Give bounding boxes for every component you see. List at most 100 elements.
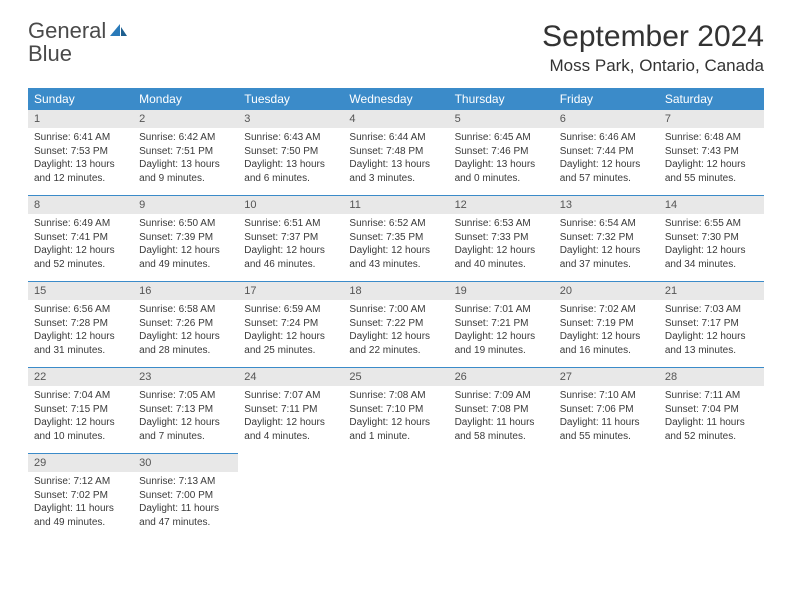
daylight-text: Daylight: 12 hours: [139, 416, 232, 430]
daylight-text: Daylight: 12 hours: [244, 330, 337, 344]
day-number: 11: [343, 196, 448, 215]
sunset-text: Sunset: 7:50 PM: [244, 145, 337, 159]
sunset-text: Sunset: 7:30 PM: [665, 231, 758, 245]
sunrise-text: Sunrise: 6:48 AM: [665, 131, 758, 145]
sunrise-text: Sunrise: 6:49 AM: [34, 217, 127, 231]
day-number-row: 1234567: [28, 110, 764, 128]
day-number: 17: [238, 282, 343, 301]
sunrise-text: Sunrise: 7:01 AM: [455, 303, 548, 317]
daylight-text: and 40 minutes.: [455, 258, 548, 272]
sunset-text: Sunset: 7:53 PM: [34, 145, 127, 159]
day-header: Friday: [554, 88, 659, 110]
day-detail-row: Sunrise: 6:49 AMSunset: 7:41 PMDaylight:…: [28, 214, 764, 282]
day-number: 13: [554, 196, 659, 215]
day-detail: Sunrise: 6:46 AMSunset: 7:44 PMDaylight:…: [554, 128, 659, 196]
day-detail: Sunrise: 6:49 AMSunset: 7:41 PMDaylight:…: [28, 214, 133, 282]
sunrise-text: Sunrise: 6:58 AM: [139, 303, 232, 317]
daylight-text: Daylight: 11 hours: [560, 416, 653, 430]
day-number: 12: [449, 196, 554, 215]
sunrise-text: Sunrise: 6:55 AM: [665, 217, 758, 231]
sunrise-text: Sunrise: 6:51 AM: [244, 217, 337, 231]
daylight-text: and 55 minutes.: [560, 430, 653, 444]
day-number: [449, 454, 554, 473]
daylight-text: Daylight: 13 hours: [455, 158, 548, 172]
daylight-text: Daylight: 12 hours: [349, 416, 442, 430]
day-number: 25: [343, 368, 448, 387]
day-detail: [343, 472, 448, 539]
sunrise-text: Sunrise: 7:00 AM: [349, 303, 442, 317]
day-number: 10: [238, 196, 343, 215]
location: Moss Park, Ontario, Canada: [542, 56, 764, 76]
daylight-text: Daylight: 12 hours: [139, 330, 232, 344]
sunset-text: Sunset: 7:39 PM: [139, 231, 232, 245]
day-number: 4: [343, 110, 448, 128]
daylight-text: Daylight: 12 hours: [34, 330, 127, 344]
day-number: 5: [449, 110, 554, 128]
sunset-text: Sunset: 7:44 PM: [560, 145, 653, 159]
sunrise-text: Sunrise: 6:56 AM: [34, 303, 127, 317]
daylight-text: and 3 minutes.: [349, 172, 442, 186]
day-number: 28: [659, 368, 764, 387]
sunset-text: Sunset: 7:11 PM: [244, 403, 337, 417]
daylight-text: and 46 minutes.: [244, 258, 337, 272]
day-number-row: 2930: [28, 454, 764, 473]
day-number-row: 22232425262728: [28, 368, 764, 387]
day-detail: Sunrise: 7:05 AMSunset: 7:13 PMDaylight:…: [133, 386, 238, 454]
day-detail: Sunrise: 6:52 AMSunset: 7:35 PMDaylight:…: [343, 214, 448, 282]
day-number: 16: [133, 282, 238, 301]
day-header: Thursday: [449, 88, 554, 110]
daylight-text: Daylight: 12 hours: [244, 416, 337, 430]
sunset-text: Sunset: 7:15 PM: [34, 403, 127, 417]
sunrise-text: Sunrise: 6:41 AM: [34, 131, 127, 145]
day-detail: Sunrise: 6:55 AMSunset: 7:30 PMDaylight:…: [659, 214, 764, 282]
day-header: Wednesday: [343, 88, 448, 110]
daylight-text: Daylight: 13 hours: [349, 158, 442, 172]
day-detail: Sunrise: 6:58 AMSunset: 7:26 PMDaylight:…: [133, 300, 238, 368]
sunset-text: Sunset: 7:33 PM: [455, 231, 548, 245]
sunset-text: Sunset: 7:41 PM: [34, 231, 127, 245]
daylight-text: and 28 minutes.: [139, 344, 232, 358]
day-number: 6: [554, 110, 659, 128]
header: General Blue September 2024 Moss Park, O…: [28, 20, 764, 76]
daylight-text: Daylight: 13 hours: [139, 158, 232, 172]
daylight-text: Daylight: 12 hours: [665, 330, 758, 344]
day-detail: [238, 472, 343, 539]
day-detail: Sunrise: 6:41 AMSunset: 7:53 PMDaylight:…: [28, 128, 133, 196]
day-number: 1: [28, 110, 133, 128]
day-detail: Sunrise: 7:03 AMSunset: 7:17 PMDaylight:…: [659, 300, 764, 368]
sunset-text: Sunset: 7:02 PM: [34, 489, 127, 503]
sunrise-text: Sunrise: 7:11 AM: [665, 389, 758, 403]
daylight-text: and 49 minutes.: [34, 516, 127, 530]
daylight-text: Daylight: 11 hours: [665, 416, 758, 430]
daylight-text: Daylight: 11 hours: [34, 502, 127, 516]
day-header: Saturday: [659, 88, 764, 110]
sunrise-text: Sunrise: 6:44 AM: [349, 131, 442, 145]
daylight-text: and 12 minutes.: [34, 172, 127, 186]
daylight-text: Daylight: 12 hours: [560, 158, 653, 172]
day-header-row: Sunday Monday Tuesday Wednesday Thursday…: [28, 88, 764, 110]
sunrise-text: Sunrise: 7:10 AM: [560, 389, 653, 403]
day-detail: Sunrise: 6:44 AMSunset: 7:48 PMDaylight:…: [343, 128, 448, 196]
daylight-text: Daylight: 12 hours: [244, 244, 337, 258]
day-detail: Sunrise: 7:07 AMSunset: 7:11 PMDaylight:…: [238, 386, 343, 454]
sunrise-text: Sunrise: 6:59 AM: [244, 303, 337, 317]
daylight-text: Daylight: 11 hours: [139, 502, 232, 516]
day-number: 30: [133, 454, 238, 473]
daylight-text: Daylight: 12 hours: [34, 244, 127, 258]
daylight-text: and 52 minutes.: [34, 258, 127, 272]
daylight-text: and 0 minutes.: [455, 172, 548, 186]
sunset-text: Sunset: 7:21 PM: [455, 317, 548, 331]
day-number: [343, 454, 448, 473]
daylight-text: Daylight: 12 hours: [349, 330, 442, 344]
sunset-text: Sunset: 7:43 PM: [665, 145, 758, 159]
daylight-text: Daylight: 12 hours: [139, 244, 232, 258]
day-detail-row: Sunrise: 7:04 AMSunset: 7:15 PMDaylight:…: [28, 386, 764, 454]
daylight-text: Daylight: 13 hours: [244, 158, 337, 172]
daylight-text: and 6 minutes.: [244, 172, 337, 186]
daylight-text: and 52 minutes.: [665, 430, 758, 444]
daylight-text: Daylight: 12 hours: [665, 244, 758, 258]
day-detail-row: Sunrise: 6:56 AMSunset: 7:28 PMDaylight:…: [28, 300, 764, 368]
daylight-text: Daylight: 12 hours: [455, 244, 548, 258]
day-number: 22: [28, 368, 133, 387]
day-detail: Sunrise: 7:04 AMSunset: 7:15 PMDaylight:…: [28, 386, 133, 454]
